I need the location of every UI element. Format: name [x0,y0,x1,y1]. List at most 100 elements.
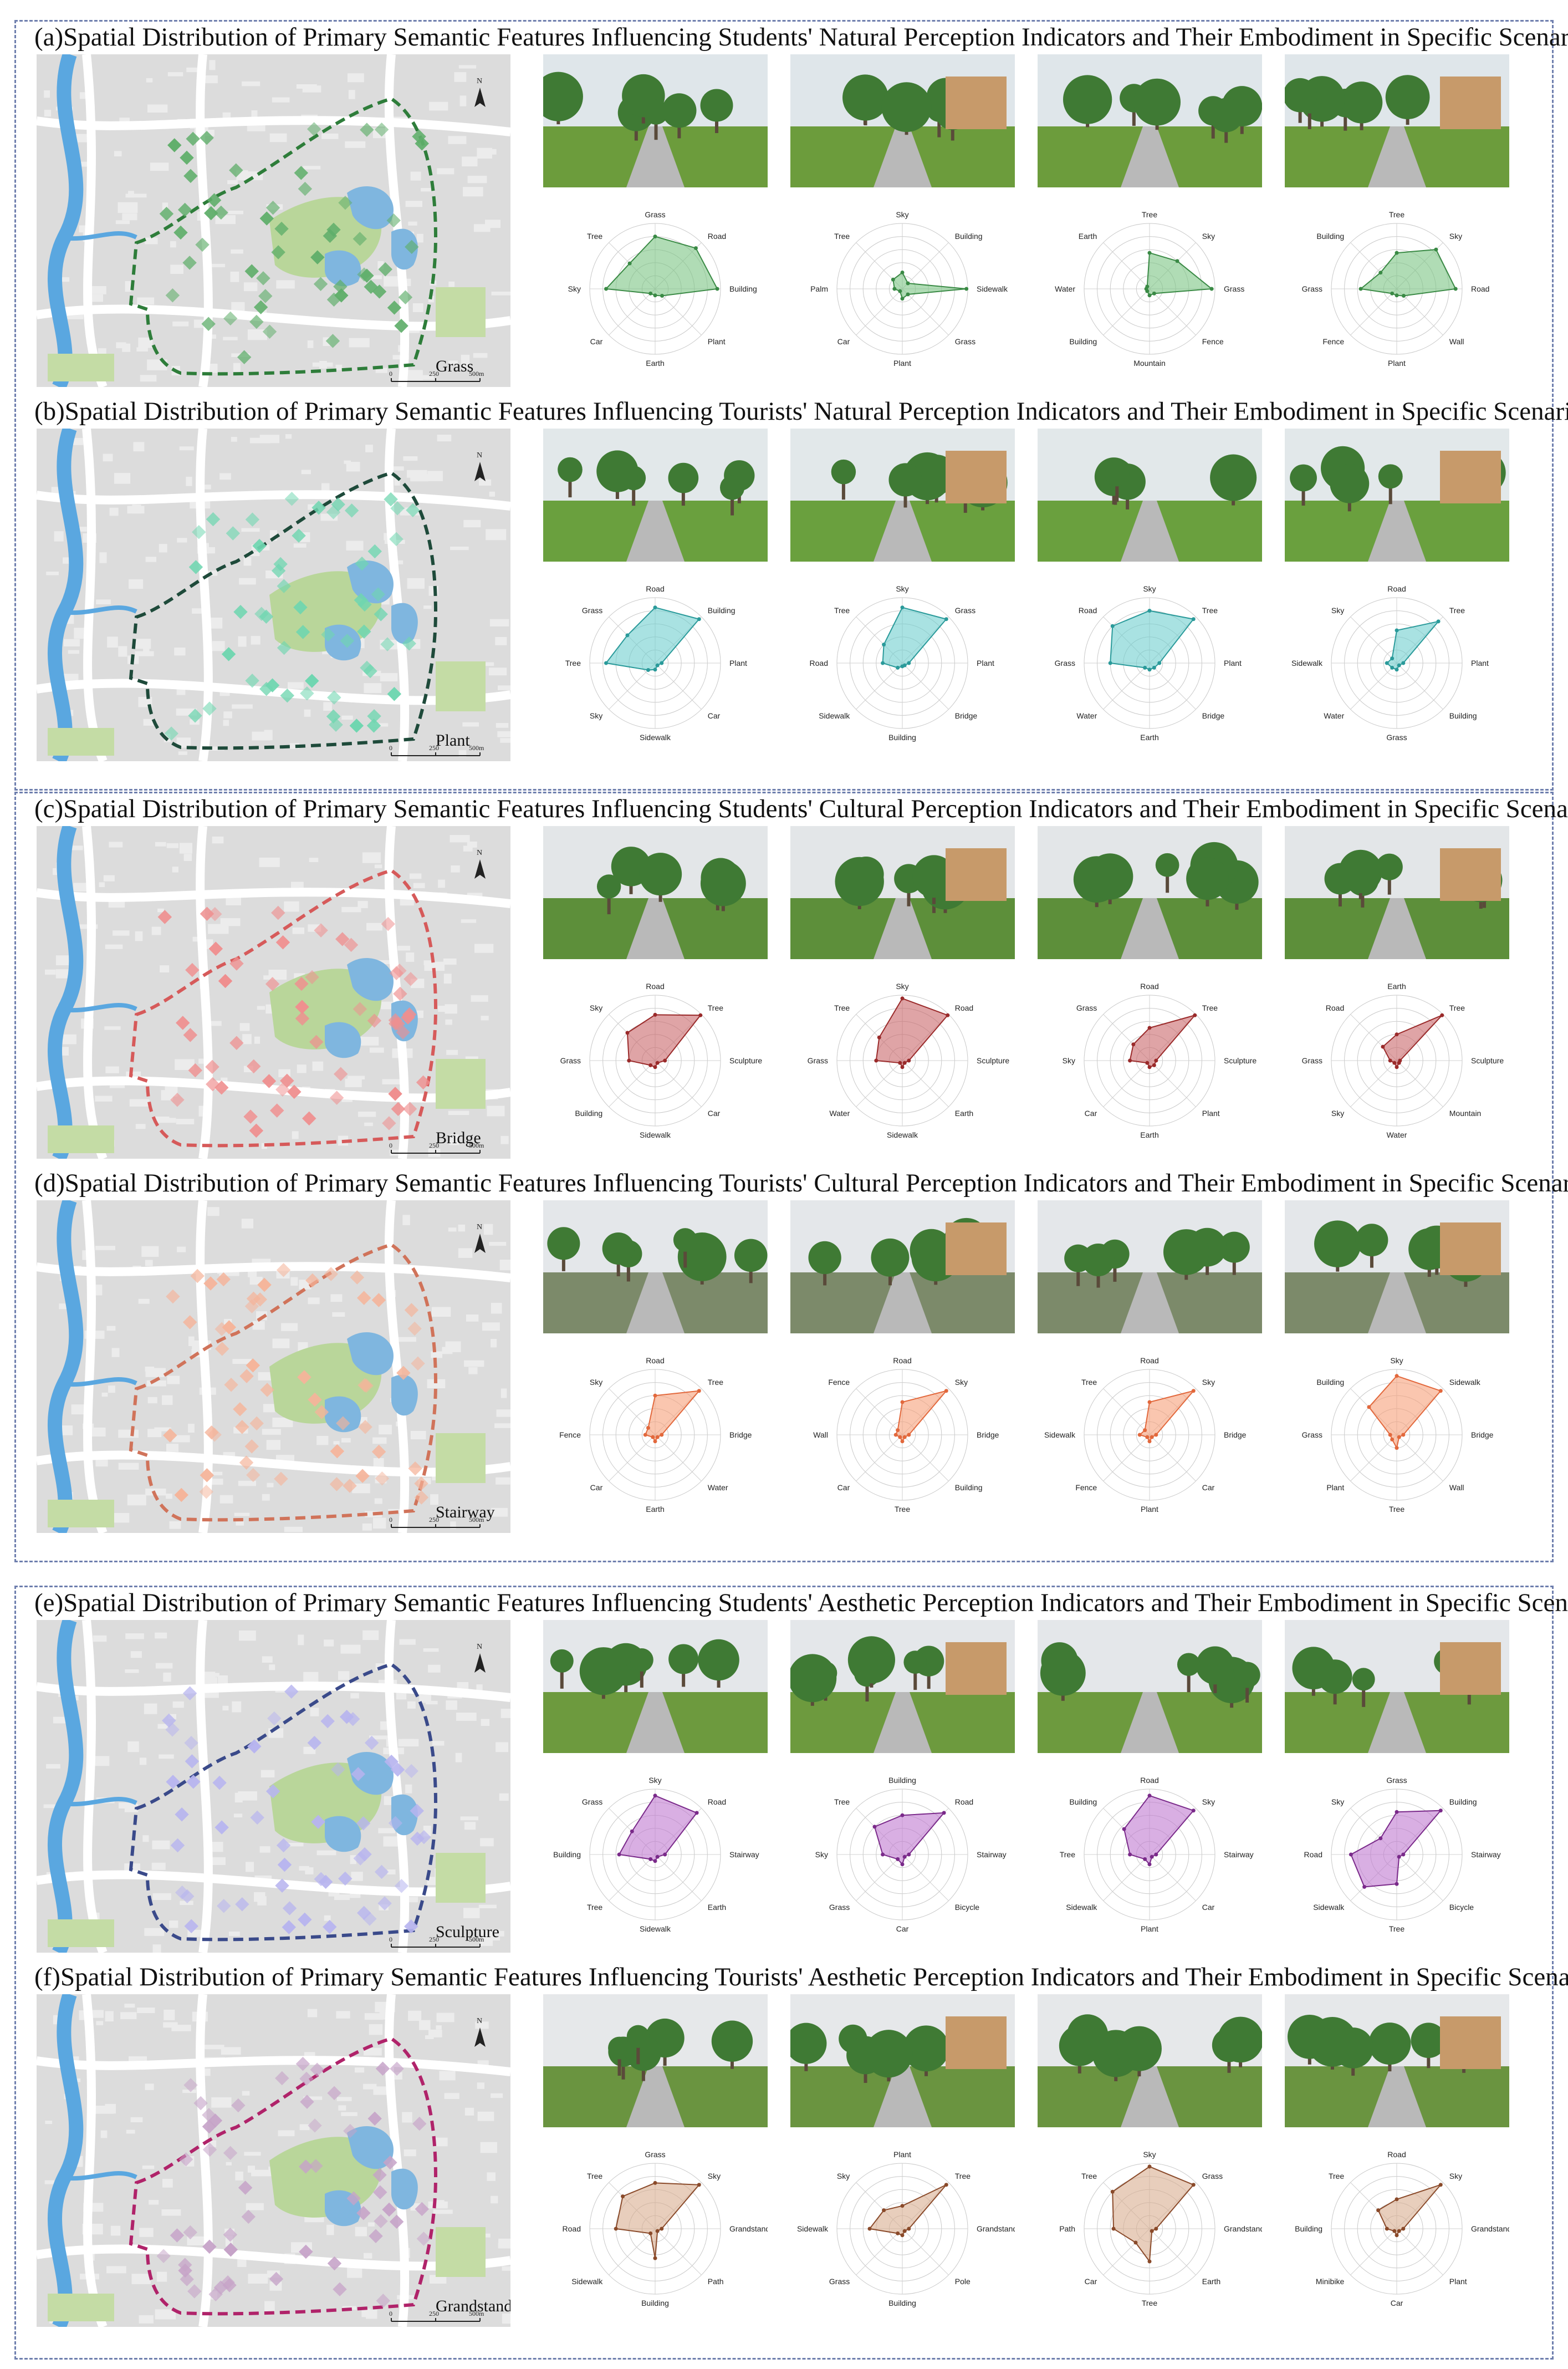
radar-axis-label: Water [829,1109,850,1118]
radar-axis-label: Road [1140,982,1158,991]
radar-axis-label: Earth [1202,2277,1220,2286]
radar-point [1395,1032,1399,1037]
section-f: (f)Spatial Distribution of Primary Seman… [14,1960,1568,2334]
radar-axis-label: Tree [834,1797,850,1806]
radar-axis-label: Grass [1224,284,1244,293]
radar-axis-label: Wall [1449,1483,1464,1492]
radar-point [1395,1374,1399,1378]
radar-area [605,236,718,297]
radar-axis-label: Building [888,2299,916,2307]
scale-label: 500m [469,1935,484,1943]
radar-point [902,2229,907,2233]
radar-axis-label: Building [575,1109,602,1118]
section-title: (e)Spatial Distribution of Primary Seman… [34,1588,1568,1617]
radar-axis-label: Sky [1143,2150,1156,2159]
scale-label: 250 [429,2310,439,2317]
radar-area [1386,620,1440,671]
map-canvas: N Sculpture 0 250 500m [35,1617,517,1956]
radar-axis-label: Water [1055,284,1075,293]
radar-point [1395,668,1399,672]
radar-point [1401,1852,1406,1857]
radar-axis-label: Sky [955,1378,968,1387]
radar-point [900,1813,905,1817]
radar-point [604,287,608,291]
scale-label: 250 [429,1142,439,1149]
radar-point [900,271,905,274]
radar-axis-label: Building [708,606,736,615]
radar-point [1143,1428,1147,1433]
radar-axis-label: Building [1069,337,1097,346]
radar-point [1154,1852,1158,1857]
scene-photo [543,1620,768,1753]
radar-axis-label: Sky [1449,232,1462,241]
radar-point [648,2231,653,2235]
radar-axis-label: Plant [1202,1109,1220,1118]
radar-area [1138,1389,1196,1443]
radar-axis-label: Earth [646,1505,664,1514]
radar-axis-label: Grass [645,2150,665,2159]
svg-text:N: N [477,77,482,85]
radar-chart: Sky Road Sculpture Earth Sidewalk Water Grass T… [790,964,1015,1158]
radar-axis-label: Sidewalk [640,1924,671,1933]
radar-axis-label: Building [553,1850,581,1859]
radar-axis-label: Earth [708,1903,726,1912]
radar-axis-label: Tree [895,1505,910,1514]
radar-axis-label: Sky [1390,1356,1403,1365]
radar-axis-label: Road [1387,584,1406,593]
radar-point [655,1855,660,1859]
radar-point [891,277,895,282]
radar-point [1152,1063,1156,1067]
radar-axis-label: Stairway [1224,1850,1254,1859]
radar-axis-label: Sky [1331,1109,1344,1118]
radar-area [1368,1375,1442,1450]
radar-axis-label: Grass [645,210,665,219]
radar-axis-label: Bicycle [1449,1903,1474,1912]
radar-point [1152,665,1156,670]
radar-axis-label: Sky [1202,1378,1215,1387]
radar-point [1378,271,1383,275]
radar-area [1112,2166,1194,2263]
radar-point [1385,2227,1389,2231]
radar-point [1438,2183,1443,2187]
radar-point [944,1389,948,1393]
radar-axis-label: Tree [708,1003,723,1012]
group-frame-natural [14,20,1554,791]
radar-point [655,663,660,668]
radar-axis-label: Road [893,1356,911,1365]
radar-point [1150,1855,1154,1859]
radar-axis-label: Sky [1143,584,1156,593]
radar-axis-label: Water [708,1483,728,1492]
radar-point [902,1435,907,1439]
radar-axis-label: Tree [708,1378,723,1387]
radar-axis-label: Earth [955,1109,973,1118]
map-canvas: N Bridge 0 250 500m [35,823,512,1162]
radar-point [1395,1065,1399,1069]
radar-point [1358,287,1363,291]
radar-point [1147,609,1152,613]
svg-text:N: N [477,849,482,857]
radar-axis-label: Sky [1331,1797,1344,1806]
radar-axis-label: Plant [893,2150,911,2159]
radar-point [621,2194,625,2199]
radar-point [1395,293,1399,298]
radar-point [902,1855,907,1859]
radar-axis-label: Sidewalk [1291,659,1323,668]
radar-axis-label: Grass [829,1903,850,1912]
radar-axis-label: Sculpture [977,1056,1009,1065]
radar-axis-label: Bicycle [955,1903,980,1912]
campus-map: N Grandstand 0 250 500m [35,1991,521,2330]
radar-axis-label: Road [1140,1356,1158,1365]
radar-point [1401,2227,1406,2231]
radar-axis-label: Sky [590,1378,602,1387]
scene-photo [543,429,768,562]
scale-label: 250 [429,370,439,378]
radar-point [697,2183,701,2187]
radar-axis-label: Grass [582,1797,602,1806]
radar-point [1401,661,1406,665]
radar-area [1123,1795,1194,1866]
scale-label: 0 [389,1516,392,1524]
radar-point [1143,1857,1147,1861]
radar-point [1438,1389,1443,1393]
group-frame-aesthetic [14,1586,1554,2360]
radar-point [1111,2227,1116,2231]
